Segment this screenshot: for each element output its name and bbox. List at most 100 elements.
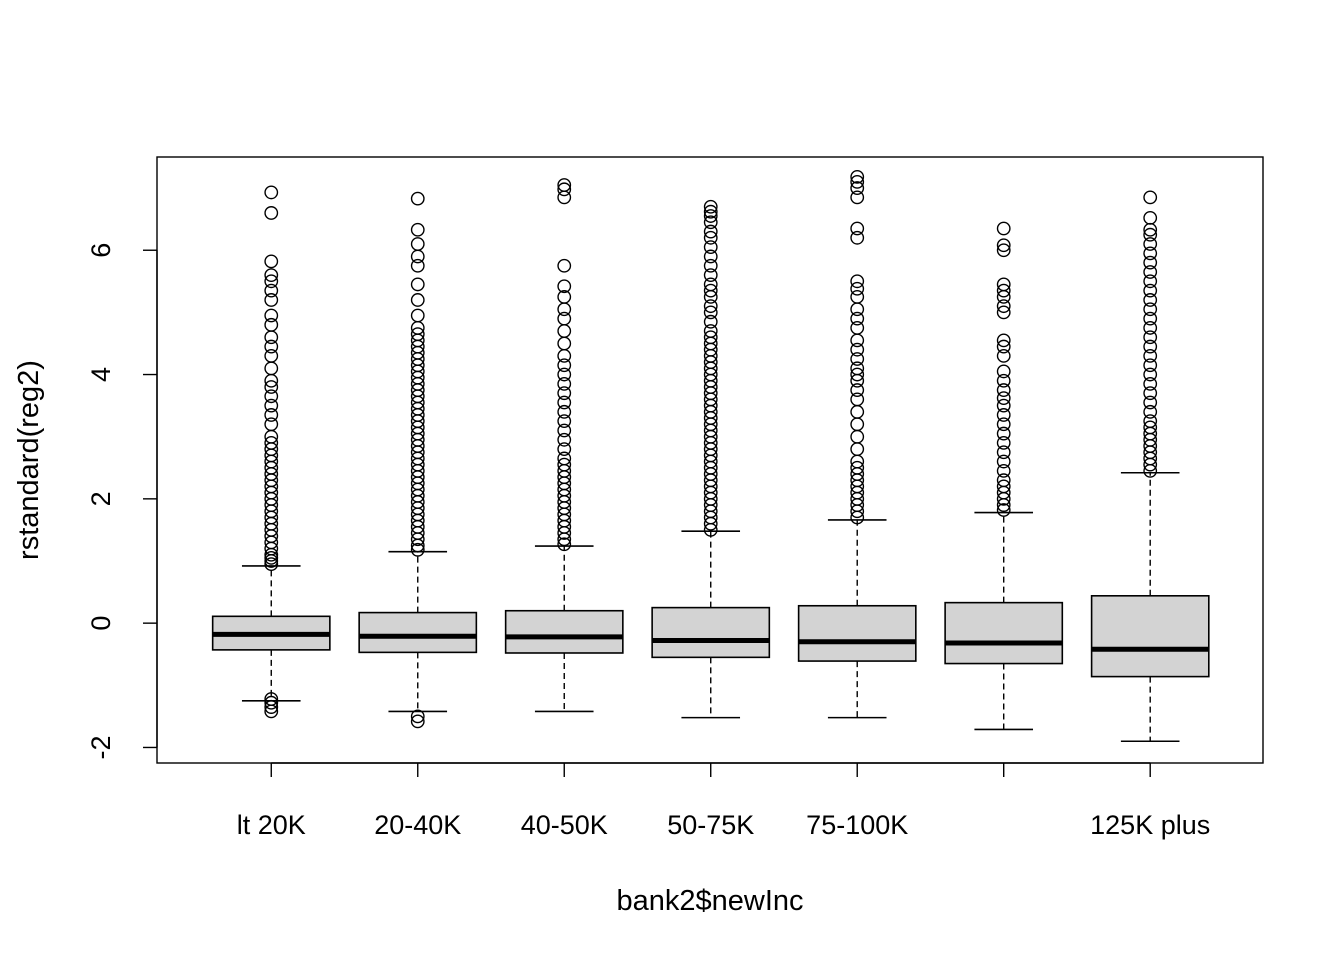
x-axis: lt 20K 20-40K 40-50K 50-75K 75-100K 125K plus (237, 762, 1210, 840)
outlier-point (557, 457, 572, 472)
outlier-point (410, 308, 425, 323)
outlier-point (264, 339, 279, 354)
outlier-point (996, 479, 1011, 494)
box-group (211, 185, 331, 719)
outlier-point (996, 398, 1011, 413)
outlier-point (557, 386, 572, 401)
outlier-point (703, 277, 718, 292)
box-iqr (1090, 595, 1210, 678)
outlier-point (703, 258, 718, 273)
outlier-point (410, 222, 425, 237)
outlier-point (703, 305, 718, 320)
outlier-point (703, 240, 718, 255)
outlier-point (850, 367, 865, 382)
outlier-point (264, 700, 279, 714)
outlier-point (996, 373, 1011, 388)
outlier-point (1143, 420, 1158, 435)
outlier-point (850, 230, 865, 245)
outlier-point (996, 333, 1011, 348)
y-tick-label: -2 (86, 735, 116, 759)
box-iqr (504, 609, 624, 654)
outlier-point (264, 417, 279, 432)
y-tick-label: 4 (86, 367, 116, 382)
outlier-point (996, 445, 1011, 460)
outlier-point (410, 293, 425, 307)
outlier-point (996, 238, 1011, 253)
outlier-point (410, 191, 425, 206)
y-axis: -2 0 2 4 6 (86, 243, 158, 759)
outlier-point (850, 392, 865, 407)
box-group (358, 191, 478, 729)
outlier-point (1143, 190, 1158, 205)
box-group (1090, 190, 1210, 743)
outlier-point (1143, 404, 1158, 419)
outlier-point (703, 199, 718, 214)
outlier-point (264, 268, 279, 282)
outlier-point (410, 327, 425, 342)
y-tick-label: 2 (86, 491, 116, 506)
outlier-point (1143, 376, 1158, 391)
outlier-point (557, 432, 572, 447)
outlier-point (850, 174, 865, 189)
outlier-point (557, 279, 572, 294)
outlier-point (996, 436, 1011, 450)
outlier-point (850, 383, 865, 397)
outlier-point (703, 215, 718, 230)
outlier-point (264, 704, 279, 719)
outlier-point (410, 277, 425, 292)
outlier-point (264, 550, 279, 565)
outlier-point (264, 283, 279, 298)
y-tick-label: 6 (86, 243, 116, 258)
outlier-point (1143, 358, 1158, 373)
outlier-point (1143, 395, 1158, 410)
box-group (504, 178, 624, 713)
x-axis-title: bank2$newInc (616, 885, 803, 917)
outlier-point (996, 283, 1011, 298)
outlier-point (703, 324, 718, 338)
y-tick-label: 0 (86, 616, 116, 631)
outlier-point (1143, 283, 1158, 298)
outlier-point (996, 305, 1011, 320)
outlier-point (996, 348, 1011, 363)
outlier-point (996, 221, 1011, 236)
outlier-point (996, 364, 1011, 379)
outlier-point (996, 503, 1011, 517)
outlier-point (996, 277, 1011, 292)
outlier-point (996, 383, 1011, 397)
outlier-point (703, 268, 718, 282)
outlier-point (557, 414, 572, 429)
outlier-point (1143, 414, 1158, 429)
outlier-point (557, 423, 572, 438)
outlier-point (1143, 339, 1158, 354)
outlier-point (850, 281, 865, 296)
x-tick-label: lt 20K (237, 810, 306, 840)
outlier-point (557, 367, 572, 382)
outlier-point (850, 221, 865, 236)
outlier-point (557, 258, 572, 273)
x-tick-label: 40-50K (521, 810, 608, 840)
outlier-point (264, 274, 279, 289)
outlier-point (1143, 293, 1158, 307)
outlier-point (1143, 367, 1158, 382)
outlier-point (850, 311, 865, 326)
outlier-point (264, 254, 279, 269)
box-iqr (651, 606, 771, 659)
outlier-point (557, 395, 572, 410)
outlier-point (264, 308, 279, 323)
boxes-layer (211, 169, 1210, 743)
outlier-point (703, 209, 718, 223)
outlier-point (557, 376, 572, 391)
outlier-point (1143, 246, 1158, 261)
outlier-point (1143, 321, 1158, 335)
outlier-point (996, 408, 1011, 422)
outlier-point (1143, 227, 1158, 242)
outlier-point (410, 542, 425, 557)
outlier-point (996, 243, 1011, 258)
outlier-point (264, 185, 279, 200)
outlier-point (996, 417, 1011, 432)
box-group (944, 221, 1064, 731)
outlier-point (703, 330, 718, 345)
outlier-point (264, 348, 279, 363)
